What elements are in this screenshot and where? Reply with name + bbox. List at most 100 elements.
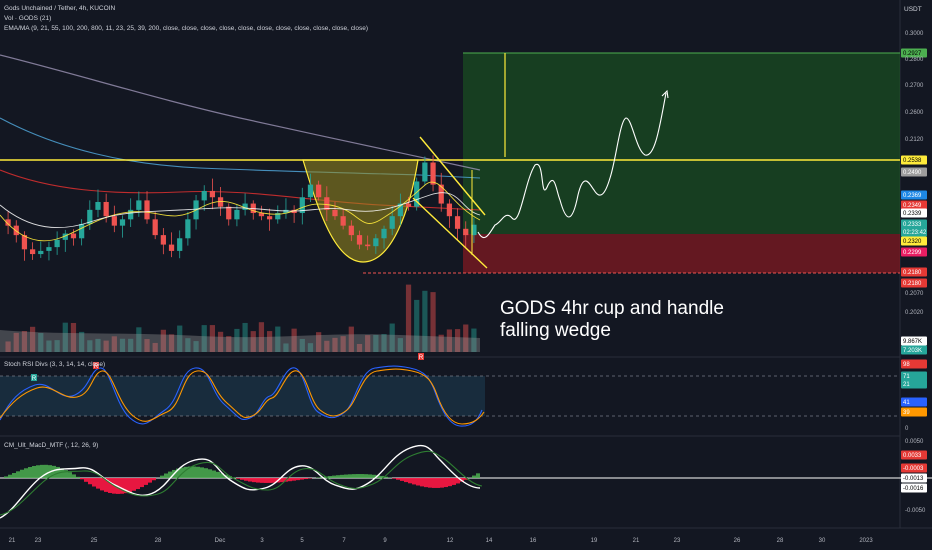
candle-body — [62, 233, 68, 240]
candle — [299, 187, 305, 225]
candle-body — [446, 203, 453, 217]
candle-body — [397, 203, 403, 217]
candle-body — [21, 235, 28, 250]
price-tag: 0.2339 — [901, 208, 927, 218]
macd-signal-line — [0, 450, 483, 516]
macd-hist-bar — [260, 478, 264, 483]
price-tick: 0.2070 — [905, 291, 924, 297]
time-tick: 9 — [383, 538, 387, 544]
macd-hist-bar — [232, 477, 236, 478]
time-tick: 3 — [260, 538, 264, 544]
macd-hist-bar — [192, 466, 196, 478]
macd-hist-bar — [428, 478, 432, 488]
volume-bar — [242, 322, 248, 352]
price-tag-text: 0.2320 — [903, 239, 922, 245]
macd-hist-bar — [360, 474, 364, 478]
price-axis-labels: 0.2927 0.2538 0.2490 0.2369 0.2349 0.2339 0.23… — [901, 31, 927, 355]
macd-hist-bar — [144, 478, 148, 485]
macd-tick: 0.0050 — [905, 439, 924, 445]
candle-body — [136, 200, 142, 210]
macd-hist-bar — [356, 474, 360, 478]
candle-body — [266, 216, 273, 220]
price-tag: -0.0016 — [901, 483, 927, 493]
price-tag: -0.0003 — [901, 463, 927, 473]
volume-bar — [397, 338, 403, 352]
price-tick: 0.2700 — [905, 83, 924, 89]
time-tick: 23 — [674, 538, 681, 544]
price-tag-text: 39 — [903, 410, 910, 416]
macd-hist-bar — [444, 478, 448, 488]
macd-hist-bar — [16, 471, 20, 478]
volume-bar — [471, 328, 477, 352]
macd-hist-bar — [384, 476, 388, 478]
volume-bar — [250, 331, 256, 352]
projection-arrow — [661, 89, 669, 99]
candle — [389, 206, 395, 236]
candle — [79, 219, 85, 246]
stoch-marker: R — [93, 362, 99, 370]
macd-hist-bar — [24, 468, 28, 478]
volume-bar — [144, 339, 150, 352]
macd-hist-bar — [136, 478, 140, 490]
macd-hist-bar — [240, 478, 244, 480]
candle — [209, 178, 216, 210]
macd-hist-bar — [392, 478, 396, 479]
price-tag: 71 — [901, 371, 927, 381]
macd-hist-bar — [300, 478, 304, 480]
time-tick: 16 — [530, 538, 537, 544]
candle — [234, 204, 240, 227]
volume-bar — [405, 284, 412, 352]
candle — [356, 230, 363, 250]
macd-hist-bar — [376, 475, 380, 478]
candle — [397, 193, 403, 226]
macd-hist-bar — [212, 470, 216, 478]
candle-body — [38, 250, 44, 255]
candle-body — [348, 225, 354, 236]
volume-bar — [79, 331, 85, 352]
macd-axis-labels: 0.0033 -0.0003 -0.0013 -0.0016 0.0050 -0.0050 — [901, 439, 927, 514]
volume-bar — [62, 322, 68, 352]
price-tag: 0.0033 — [901, 450, 927, 460]
volume-bar — [226, 336, 232, 352]
macd-hist-bar — [60, 468, 64, 478]
macd-hist-bar — [188, 466, 192, 478]
price-tag-text: 0.2927 — [903, 51, 922, 57]
macd-hist-bar — [244, 478, 248, 481]
macd-hist-bar — [148, 478, 152, 483]
candle-body — [103, 201, 109, 217]
macd-hist-bar — [464, 478, 468, 480]
time-tick: 5 — [300, 538, 304, 544]
time-tick: 19 — [591, 538, 598, 544]
candle — [454, 208, 461, 241]
projection-path — [477, 92, 667, 238]
volume-bar — [414, 299, 420, 352]
candle-body — [160, 235, 166, 245]
time-tick: 7 — [342, 538, 346, 544]
volume-bar — [356, 343, 363, 352]
volume-bar — [446, 329, 453, 352]
time-tick: 21 — [9, 538, 16, 544]
macd-hist-bar — [296, 478, 300, 481]
volume-bar — [299, 338, 305, 352]
volume-bar — [119, 338, 126, 352]
macd-line — [0, 444, 481, 519]
volume-bar — [438, 334, 444, 352]
macd-hist-bar — [364, 474, 368, 478]
volume-bar — [340, 336, 346, 352]
volume-bar — [389, 323, 395, 352]
price-tag: 02:23:42 — [901, 227, 927, 237]
price-tick: 0.2800 — [905, 57, 924, 63]
candle-body — [365, 244, 371, 247]
ema-21-line — [0, 192, 481, 229]
candle-body — [389, 216, 395, 229]
macd-hist-bar — [408, 478, 412, 484]
candle-body — [373, 238, 379, 247]
macd-hist-bar — [28, 467, 32, 478]
candle-body — [13, 225, 19, 236]
volume-bar — [38, 333, 44, 352]
candle-body — [70, 233, 77, 239]
macd-hist-bar — [96, 478, 100, 489]
volume-bar — [136, 327, 142, 352]
annotation-line-1: GODS 4hr cup and handle — [500, 298, 724, 319]
macd-hist-bar — [292, 478, 296, 481]
